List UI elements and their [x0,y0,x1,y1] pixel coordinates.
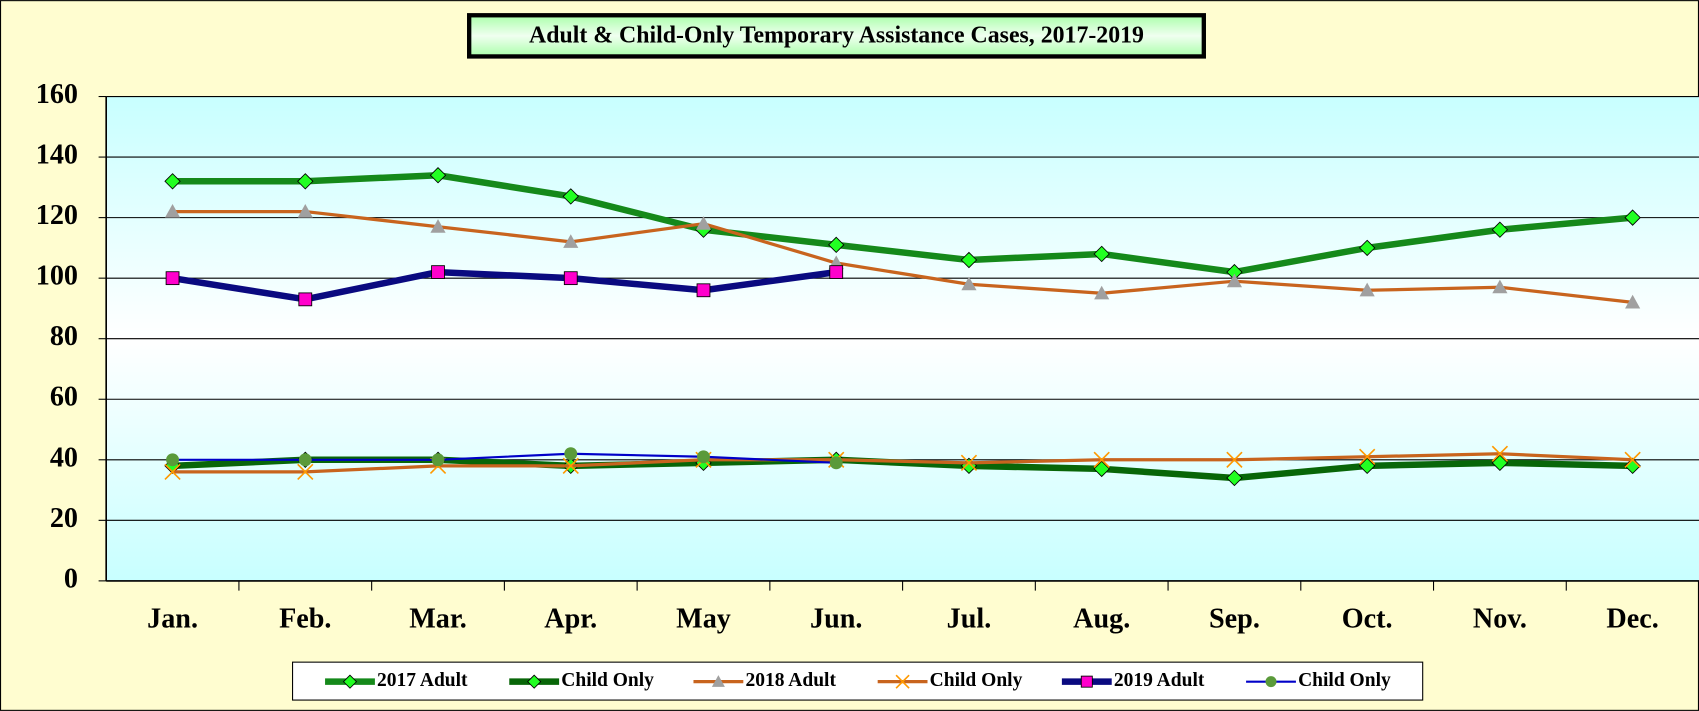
legend-label: 2019 Adult [1114,670,1205,691]
x-tick-label: Nov. [1473,603,1527,634]
x-tick-label: Jan. [147,603,198,634]
y-tick-label: 100 [36,261,78,292]
marker [164,463,181,481]
marker [1265,676,1277,688]
marker [1624,209,1641,226]
x-tick-label: Aug. [1073,603,1130,634]
marker [1358,457,1376,475]
marker [297,203,313,218]
grid: 0 20 40 60 80 100 120 140 160 Jan. Feb. Mar. Apr. May… [36,79,1699,634]
x-tick-label: Oct. [1342,603,1393,634]
x-tick-label: Dec. [1606,603,1658,634]
marker [711,675,725,687]
marker [960,251,978,269]
marker [297,463,314,481]
marker [1359,448,1376,465]
marker [527,674,542,689]
marker [1491,221,1509,238]
marker [1093,245,1110,263]
marker [1226,469,1243,487]
marker [697,450,710,464]
x-tick-label: Jul. [947,603,992,634]
y-tick-label: 120 [36,200,78,231]
y-tick-label: 80 [50,321,78,352]
legend-label: 2017 Adult [377,670,468,691]
series-line [172,452,1633,474]
marker [895,674,910,689]
y-tick-label: 40 [50,442,78,473]
marker [164,203,181,218]
marker [431,265,445,279]
marker [1359,282,1375,297]
series-line [172,452,837,464]
marker [829,456,843,470]
marker [562,457,579,475]
marker [696,283,711,298]
marker [1624,457,1641,475]
y-tick-label: 20 [50,503,78,534]
marker [166,453,180,467]
series-layer [164,167,1641,487]
marker [1624,451,1641,468]
marker [297,173,314,190]
series-line [172,268,837,303]
x-tick-label: Mar. [409,603,467,634]
x-tick-label: May [676,603,731,634]
legend-label: 2018 Adult [745,670,836,691]
marker [342,674,358,689]
series-line [172,209,1633,304]
marker [1491,445,1509,462]
marker [1093,451,1110,468]
marker [960,454,978,471]
marker [829,265,844,279]
chart-title: Adult & Child-Only Temporary Assistance … [529,22,1144,48]
x-tick-label: Jun. [810,603,862,634]
marker [828,236,845,254]
y-tick-label: 60 [50,382,78,413]
x-tick-label: Sep. [1209,603,1260,634]
marker [1226,451,1243,468]
marker [298,292,313,307]
y-tick-label: 0 [64,563,78,594]
marker [1491,454,1509,472]
marker [961,276,977,291]
marker [564,447,578,461]
x-tick-label: Apr. [544,603,597,634]
marker [430,219,446,233]
marker [1093,460,1110,478]
legend-label: Child Only [930,670,1023,691]
marker [1492,279,1508,294]
y-tick-label: 160 [36,79,78,110]
marker [1080,675,1093,688]
marker [1226,273,1243,288]
marker [562,188,579,205]
y-tick-label: 140 [36,140,78,171]
x-tick-label: Feb. [279,603,331,634]
marker [164,173,181,190]
legend-label: Child Only [561,670,654,691]
marker [695,216,712,230]
marker [563,271,578,286]
marker [1094,285,1110,300]
marker [165,271,180,286]
marker [1625,294,1641,309]
marker [1358,239,1376,257]
marker [298,453,312,467]
series-line [172,171,1633,276]
marker [563,234,579,248]
legend-label: Child Only [1298,670,1391,691]
marker [429,167,447,184]
title-box [467,13,1206,59]
legend-box [292,661,1424,701]
marker [431,453,445,467]
